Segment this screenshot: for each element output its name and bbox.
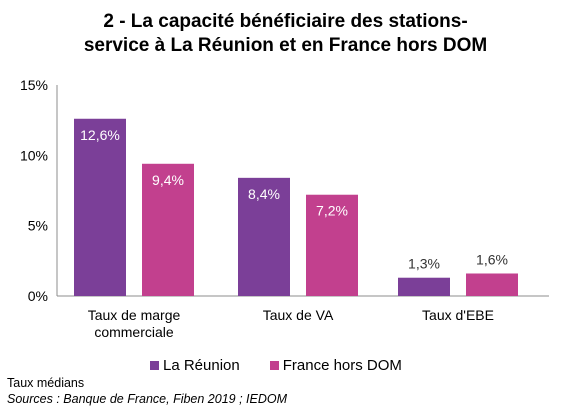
data-label: 1,6%: [476, 251, 508, 267]
legend-item-la-reunion: La Réunion: [150, 357, 240, 374]
legend-label-france-hors-dom: France hors DOM: [282, 357, 402, 374]
bar: [398, 277, 450, 296]
x-tick-label: commerciale: [94, 324, 174, 340]
data-label: 8,4%: [248, 186, 280, 202]
note-sources: Sources : Banque de France, Fiben 2019 ;…: [7, 392, 288, 406]
data-label: 7,2%: [316, 203, 348, 219]
chart-title-line-2: service à La Réunion et en France hors D…: [83, 35, 488, 56]
legend: La Réunion France hors DOM: [150, 357, 402, 374]
y-tick-label: 5%: [28, 218, 48, 234]
legend-swatch-la-reunion: [150, 361, 159, 370]
bar: [142, 163, 194, 296]
data-label: 12,6%: [80, 127, 120, 143]
data-label: 9,4%: [152, 172, 184, 188]
y-tick-label: 15%: [20, 77, 48, 93]
bar: [466, 273, 518, 296]
bar: [306, 194, 358, 296]
note-medians: Taux médians: [7, 376, 85, 390]
y-tick-label: 10%: [20, 147, 48, 163]
chart-title: 2 - La capacité bénéficiaire des station…: [0, 10, 571, 58]
x-tick-label: Taux de marge: [88, 307, 181, 323]
legend-label-la-reunion: La Réunion: [163, 357, 240, 374]
legend-item-france-hors-dom: France hors DOM: [269, 357, 402, 374]
bar: [74, 118, 126, 296]
y-tick-label: 0%: [28, 288, 48, 304]
legend-swatch-france-hors-dom: [269, 361, 279, 370]
data-label: 1,3%: [408, 256, 440, 272]
chart-title-line-1: 2 - La capacité bénéficiaire des station…: [103, 11, 468, 32]
x-tick-label: Taux de VA: [263, 307, 334, 323]
x-tick-label: Taux d'EBE: [422, 307, 494, 323]
bar: [238, 177, 290, 296]
